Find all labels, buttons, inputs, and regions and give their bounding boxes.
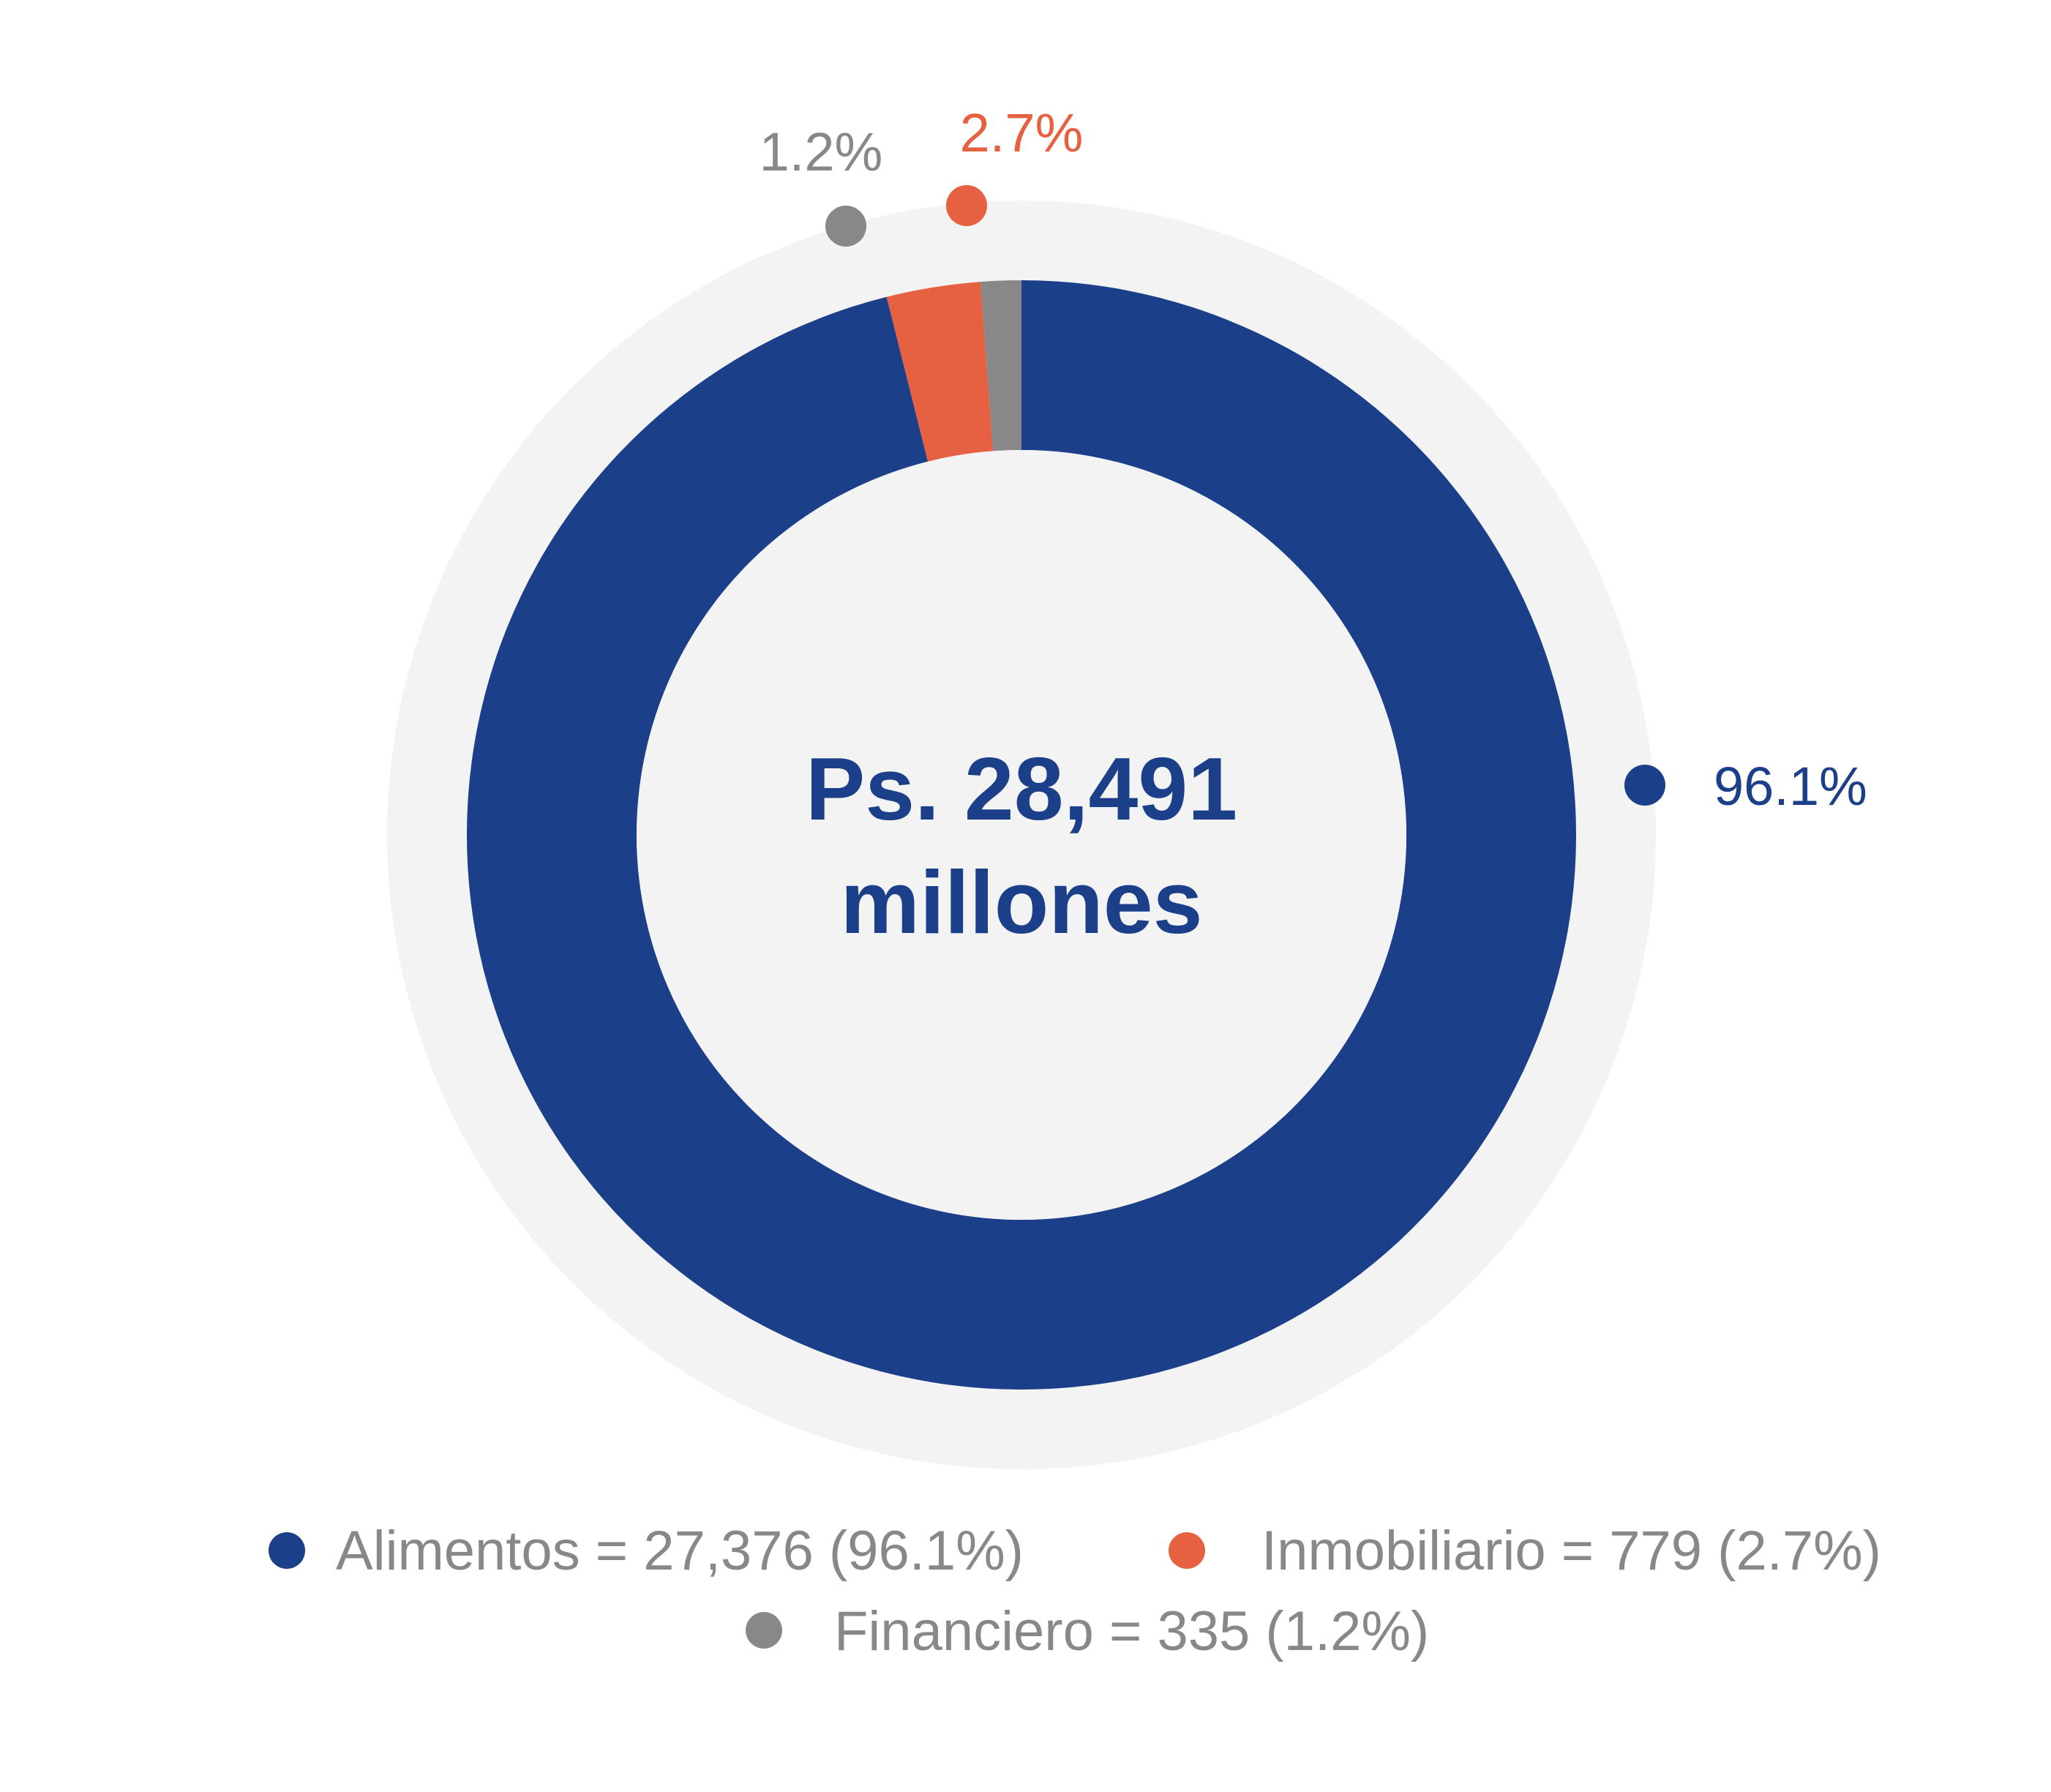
donut-slice-alimentos: [466, 280, 1576, 1390]
callout-dot-alimentos: [1624, 765, 1665, 806]
callout-label-financiero: 1.2%: [760, 121, 883, 182]
callout-dot-financiero: [825, 206, 866, 247]
callout-label-alimentos: 96.1%: [1714, 756, 1867, 817]
legend-dot-inmobiliario: [1169, 1532, 1205, 1569]
legend-dot-alimentos: [269, 1532, 305, 1569]
legend-dot-financiero: [746, 1612, 782, 1649]
center-label-line1: Ps. 28,491: [806, 739, 1237, 839]
legend-label-financiero: Financiero = 335 (1.2%): [834, 1600, 1429, 1662]
donut-slice-inmobiliario: [886, 282, 994, 462]
callout-dot-inmobiliario: [946, 185, 987, 226]
donut-hole: [637, 450, 1406, 1220]
legend-label-alimentos: Alimentos = 27,376 (96.1%): [336, 1520, 1024, 1582]
donut-slice-financiero: [980, 280, 1021, 451]
donut-slices: [466, 280, 1576, 1390]
callout-label-inmobiliario: 2.7%: [960, 102, 1084, 163]
legend-label-inmobiliario: Inmobiliario = 779 (2.7%): [1261, 1520, 1881, 1582]
center-label-line2: millones: [841, 852, 1203, 952]
